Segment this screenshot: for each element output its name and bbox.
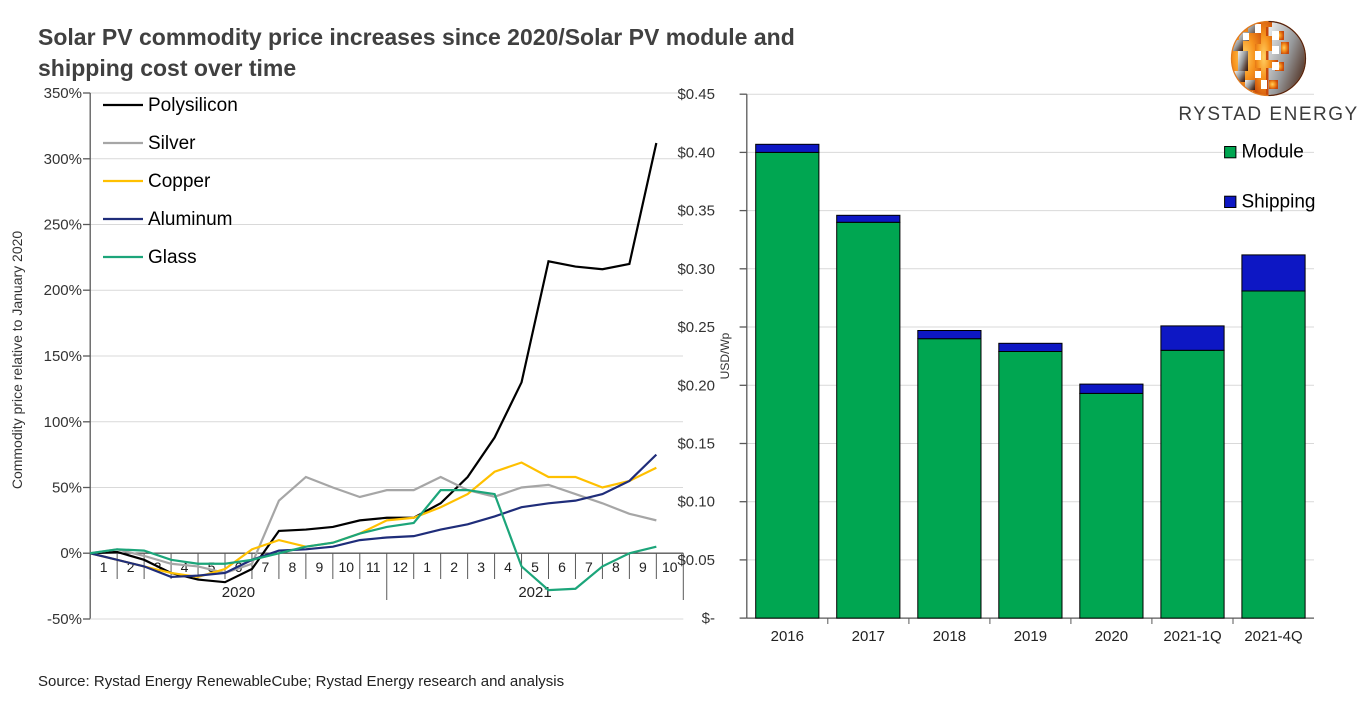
svg-text:50%: 50% — [52, 480, 82, 497]
svg-text:$0.10: $0.10 — [677, 494, 715, 511]
svg-text:300%: 300% — [44, 151, 82, 168]
svg-text:250%: 250% — [44, 217, 82, 234]
svg-text:2020: 2020 — [1095, 628, 1128, 645]
svg-text:12: 12 — [392, 559, 408, 575]
svg-text:2021-4Q: 2021-4Q — [1244, 628, 1302, 645]
svg-text:Copper: Copper — [148, 171, 211, 192]
svg-text:$0.45: $0.45 — [677, 86, 715, 103]
svg-text:2016: 2016 — [771, 628, 804, 645]
svg-text:2021-1Q: 2021-1Q — [1163, 628, 1221, 645]
svg-text:Commodity price relative to Ja: Commodity price relative to January 2020 — [9, 231, 25, 490]
svg-text:$0.25: $0.25 — [677, 319, 715, 336]
svg-text:$0.35: $0.35 — [677, 203, 715, 220]
svg-text:7: 7 — [262, 559, 270, 575]
svg-text:7: 7 — [585, 559, 593, 575]
svg-text:8: 8 — [288, 559, 296, 575]
svg-text:Silver: Silver — [148, 133, 196, 154]
svg-text:10: 10 — [662, 559, 678, 575]
svg-text:350%: 350% — [44, 85, 82, 102]
svg-text:RYSTAD ENERGY: RYSTAD ENERGY — [1178, 104, 1358, 125]
svg-text:$0.30: $0.30 — [677, 261, 715, 278]
svg-text:0%: 0% — [60, 545, 82, 562]
svg-text:4: 4 — [504, 559, 512, 575]
svg-text:1: 1 — [100, 559, 108, 575]
svg-text:$-: $- — [702, 610, 715, 627]
svg-text:2017: 2017 — [852, 628, 885, 645]
svg-text:2021: 2021 — [518, 584, 551, 601]
svg-text:$0.20: $0.20 — [677, 377, 715, 394]
svg-text:10: 10 — [339, 559, 355, 575]
svg-text:5: 5 — [531, 559, 539, 575]
svg-text:$0.40: $0.40 — [677, 144, 715, 161]
svg-text:Glass: Glass — [148, 247, 197, 268]
svg-text:1: 1 — [423, 559, 431, 575]
svg-text:150%: 150% — [44, 348, 82, 365]
svg-text:$0.05: $0.05 — [677, 552, 715, 569]
svg-text:2: 2 — [450, 559, 458, 575]
svg-text:9: 9 — [315, 559, 323, 575]
svg-text:$0.15: $0.15 — [677, 436, 715, 453]
svg-text:Aluminum: Aluminum — [148, 209, 232, 230]
svg-text:Shipping: Shipping — [1242, 191, 1316, 212]
svg-text:3: 3 — [477, 559, 485, 575]
svg-text:Polysilicon: Polysilicon — [148, 95, 238, 116]
svg-text:2019: 2019 — [1014, 628, 1047, 645]
svg-text:Module: Module — [1242, 142, 1304, 163]
svg-text:-50%: -50% — [47, 611, 82, 628]
svg-text:6: 6 — [558, 559, 566, 575]
svg-text:100%: 100% — [44, 414, 82, 431]
svg-text:2020: 2020 — [222, 584, 255, 601]
svg-text:200%: 200% — [44, 282, 82, 299]
svg-text:11: 11 — [366, 559, 381, 575]
svg-text:2018: 2018 — [933, 628, 966, 645]
svg-text:USD/Wp: USD/Wp — [718, 332, 732, 379]
svg-text:9: 9 — [639, 559, 647, 575]
